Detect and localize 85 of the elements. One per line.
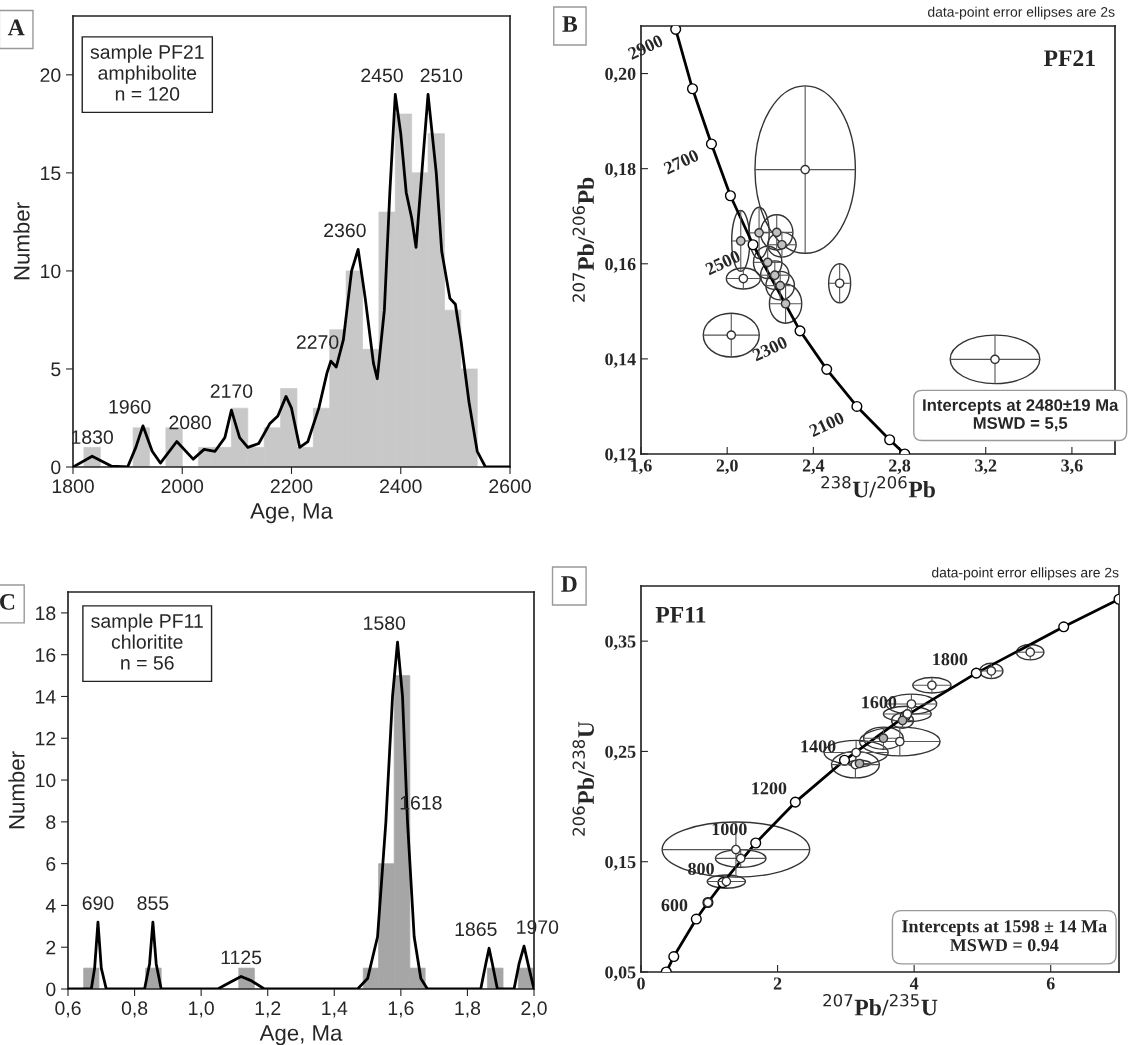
x-tick-label: 6 bbox=[1046, 977, 1055, 990]
x-tick-label: 2,0 bbox=[716, 459, 738, 475]
annotation: 1580 bbox=[364, 616, 406, 630]
x-tick-label: 2600 bbox=[489, 479, 531, 494]
text: B bbox=[562, 16, 578, 32]
y-tick-label: 18 bbox=[36, 606, 56, 621]
x-tick-label: 1,4 bbox=[322, 1001, 348, 1018]
x-tick-label: 3,2 bbox=[975, 459, 997, 475]
annotation: 2510 bbox=[420, 68, 463, 83]
x-axis-title: $^{207}$Pb/$^{235}$U bbox=[823, 994, 938, 1016]
y-tick-label: 0,25 bbox=[605, 745, 636, 761]
annotation: Intercepts at 2480±19 Ma MSWD = 5,5 bbox=[923, 399, 1119, 432]
x-tick-label: 2 bbox=[773, 977, 782, 990]
y-tick-label: 0,14 bbox=[605, 353, 636, 368]
y-tick-label: 8 bbox=[46, 815, 56, 830]
annotation: 2100 bbox=[808, 411, 845, 438]
annotation: 1800 bbox=[933, 653, 968, 666]
text: data-point error ellipses are 2s bbox=[932, 567, 1119, 581]
annotation: 690 bbox=[82, 896, 114, 910]
y-axis-title: Number bbox=[8, 751, 25, 829]
annotation: 1865 bbox=[455, 922, 497, 937]
annotation: 2500 bbox=[704, 249, 742, 276]
x-tick-label: 2,0 bbox=[521, 1001, 547, 1018]
annotation: PF11 bbox=[655, 606, 706, 623]
y-tick-label: 2 bbox=[46, 940, 56, 955]
x-tick-label: 0,8 bbox=[121, 1001, 148, 1018]
x-tick-label: 1,0 bbox=[189, 1001, 214, 1018]
x-axis-title: Age, Ma bbox=[259, 1025, 343, 1045]
y-tick-label: 12 bbox=[36, 731, 56, 746]
annotation: 1200 bbox=[752, 782, 787, 795]
y-tick-label: 0,20 bbox=[605, 67, 636, 83]
y-axis-title: $^{207}$Pb/$^{206}$Pb bbox=[572, 177, 595, 302]
text: D bbox=[561, 576, 577, 592]
annotation: 2360 bbox=[324, 223, 366, 238]
x-tick-label: 1,8 bbox=[455, 1001, 481, 1018]
x-tick-label: 4 bbox=[909, 977, 919, 990]
y-tick-label: 14 bbox=[36, 690, 56, 704]
y-tick-label: 15 bbox=[41, 166, 61, 181]
y-tick-label: 10 bbox=[41, 264, 61, 279]
y-tick-label: 20 bbox=[40, 68, 61, 83]
annotation: 1125 bbox=[221, 950, 262, 965]
annotation: 600 bbox=[661, 899, 688, 912]
text: C bbox=[0, 593, 15, 610]
text: data-point error ellipses are 2s bbox=[928, 6, 1115, 20]
annotation: 1000 bbox=[712, 822, 747, 836]
x-axis-title: $^{238}$U/$^{206}$Pb bbox=[821, 476, 935, 498]
annotation: 2900 bbox=[627, 34, 664, 60]
y-tick-label: 0,15 bbox=[605, 855, 636, 871]
y-tick-label: 4 bbox=[45, 899, 56, 913]
annotation: 2270 bbox=[296, 335, 339, 349]
y-tick-label: 16 bbox=[36, 648, 56, 662]
annotation: 2300 bbox=[751, 335, 789, 362]
y-tick-label: 5 bbox=[51, 362, 61, 377]
y-tick-label: 0,18 bbox=[605, 162, 636, 178]
annotation: 2450 bbox=[361, 68, 403, 83]
y-tick-label: 10 bbox=[36, 773, 56, 788]
x-tick-label: 0,6 bbox=[55, 1001, 81, 1018]
annotation: sample PF11 chloritite n = 56 bbox=[91, 613, 203, 670]
x-tick-label: 2200 bbox=[270, 479, 313, 494]
y-tick-label: 0,05 bbox=[605, 966, 636, 982]
x-tick-label: 2,8 bbox=[889, 459, 911, 475]
y-tick-label: 0,16 bbox=[605, 258, 636, 273]
annotation: 2080 bbox=[169, 415, 211, 430]
x-tick-label: 2,4 bbox=[802, 459, 825, 475]
x-tick-label: 0 bbox=[637, 977, 645, 990]
annotation: 800 bbox=[688, 862, 714, 875]
x-tick-label: 1,2 bbox=[255, 1001, 281, 1018]
x-tick-label: 3,6 bbox=[1061, 459, 1083, 475]
x-axis-title: Age, Ma bbox=[250, 503, 333, 524]
x-tick-label: 1800 bbox=[52, 479, 94, 494]
annotation: sample PF21 amphibolite n = 120 bbox=[90, 44, 204, 101]
x-tick-label: 1,6 bbox=[388, 1001, 414, 1018]
text: A bbox=[7, 19, 25, 36]
annotation: 2170 bbox=[210, 384, 253, 398]
x-tick-label: 2400 bbox=[380, 479, 422, 494]
annotation: 855 bbox=[137, 896, 169, 910]
y-axis-title: $^{206}$Pb/$^{238}$U bbox=[572, 721, 595, 836]
y-tick-label: 0,35 bbox=[605, 635, 636, 651]
annotation: 2700 bbox=[662, 148, 700, 175]
y-tick-label: 6 bbox=[46, 857, 56, 871]
y-axis-title: Number bbox=[13, 202, 30, 280]
annotation: Intercepts at 1598 ± 14 Ma MSWD = 0.94 bbox=[902, 920, 1107, 952]
annotation: PF21 bbox=[1043, 50, 1095, 66]
x-tick-label: 2000 bbox=[161, 479, 204, 494]
annotation: 1960 bbox=[109, 399, 151, 414]
